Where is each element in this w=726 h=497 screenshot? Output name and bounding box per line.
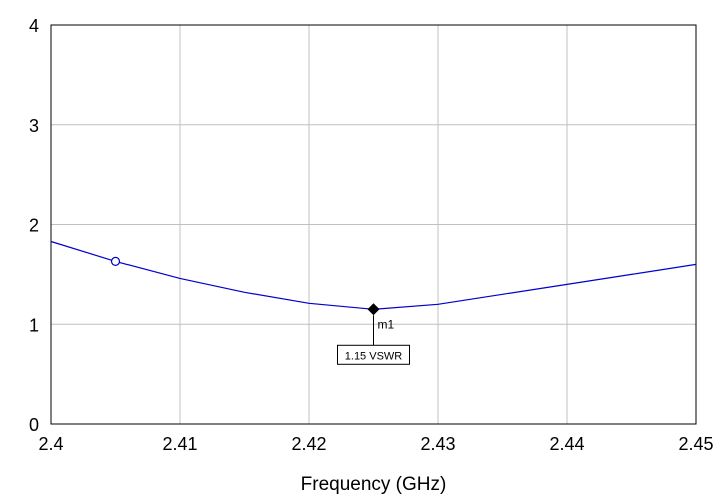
plot-frame (50, 24, 697, 425)
y-tick-label: 1 (29, 315, 39, 335)
series-line (50, 240, 697, 310)
y-tick-label: 0 (29, 415, 39, 435)
y-tick-label: 2 (29, 216, 39, 236)
x-tick-labels: 2.4 2.41 2.42 2.43 2.44 2.45 (38, 434, 713, 454)
marker-readout: 1.15 VSWR (345, 350, 403, 362)
x-tick-label: 2.44 (549, 434, 584, 454)
marker-m1[interactable]: m1 1.15 VSWR (337, 303, 410, 365)
marker-readout-box (337, 344, 410, 365)
x-tick-label: 2.4 (38, 434, 63, 454)
open-point (110, 256, 121, 267)
y-tick-label: 4 (29, 16, 39, 36)
x-tick-label: 2.45 (678, 434, 713, 454)
x-axis-title: Frequency (GHz) (301, 474, 447, 495)
marker-diamond[interactable] (367, 303, 380, 316)
x-tick-label: 2.42 (291, 434, 326, 454)
x-tick-label: 2.43 (420, 434, 455, 454)
y-tick-labels: 0 1 2 3 4 (29, 16, 39, 435)
y-tick-label: 3 (29, 116, 39, 136)
marker-name: m1 (378, 317, 395, 331)
x-tick-label: 2.41 (162, 434, 197, 454)
